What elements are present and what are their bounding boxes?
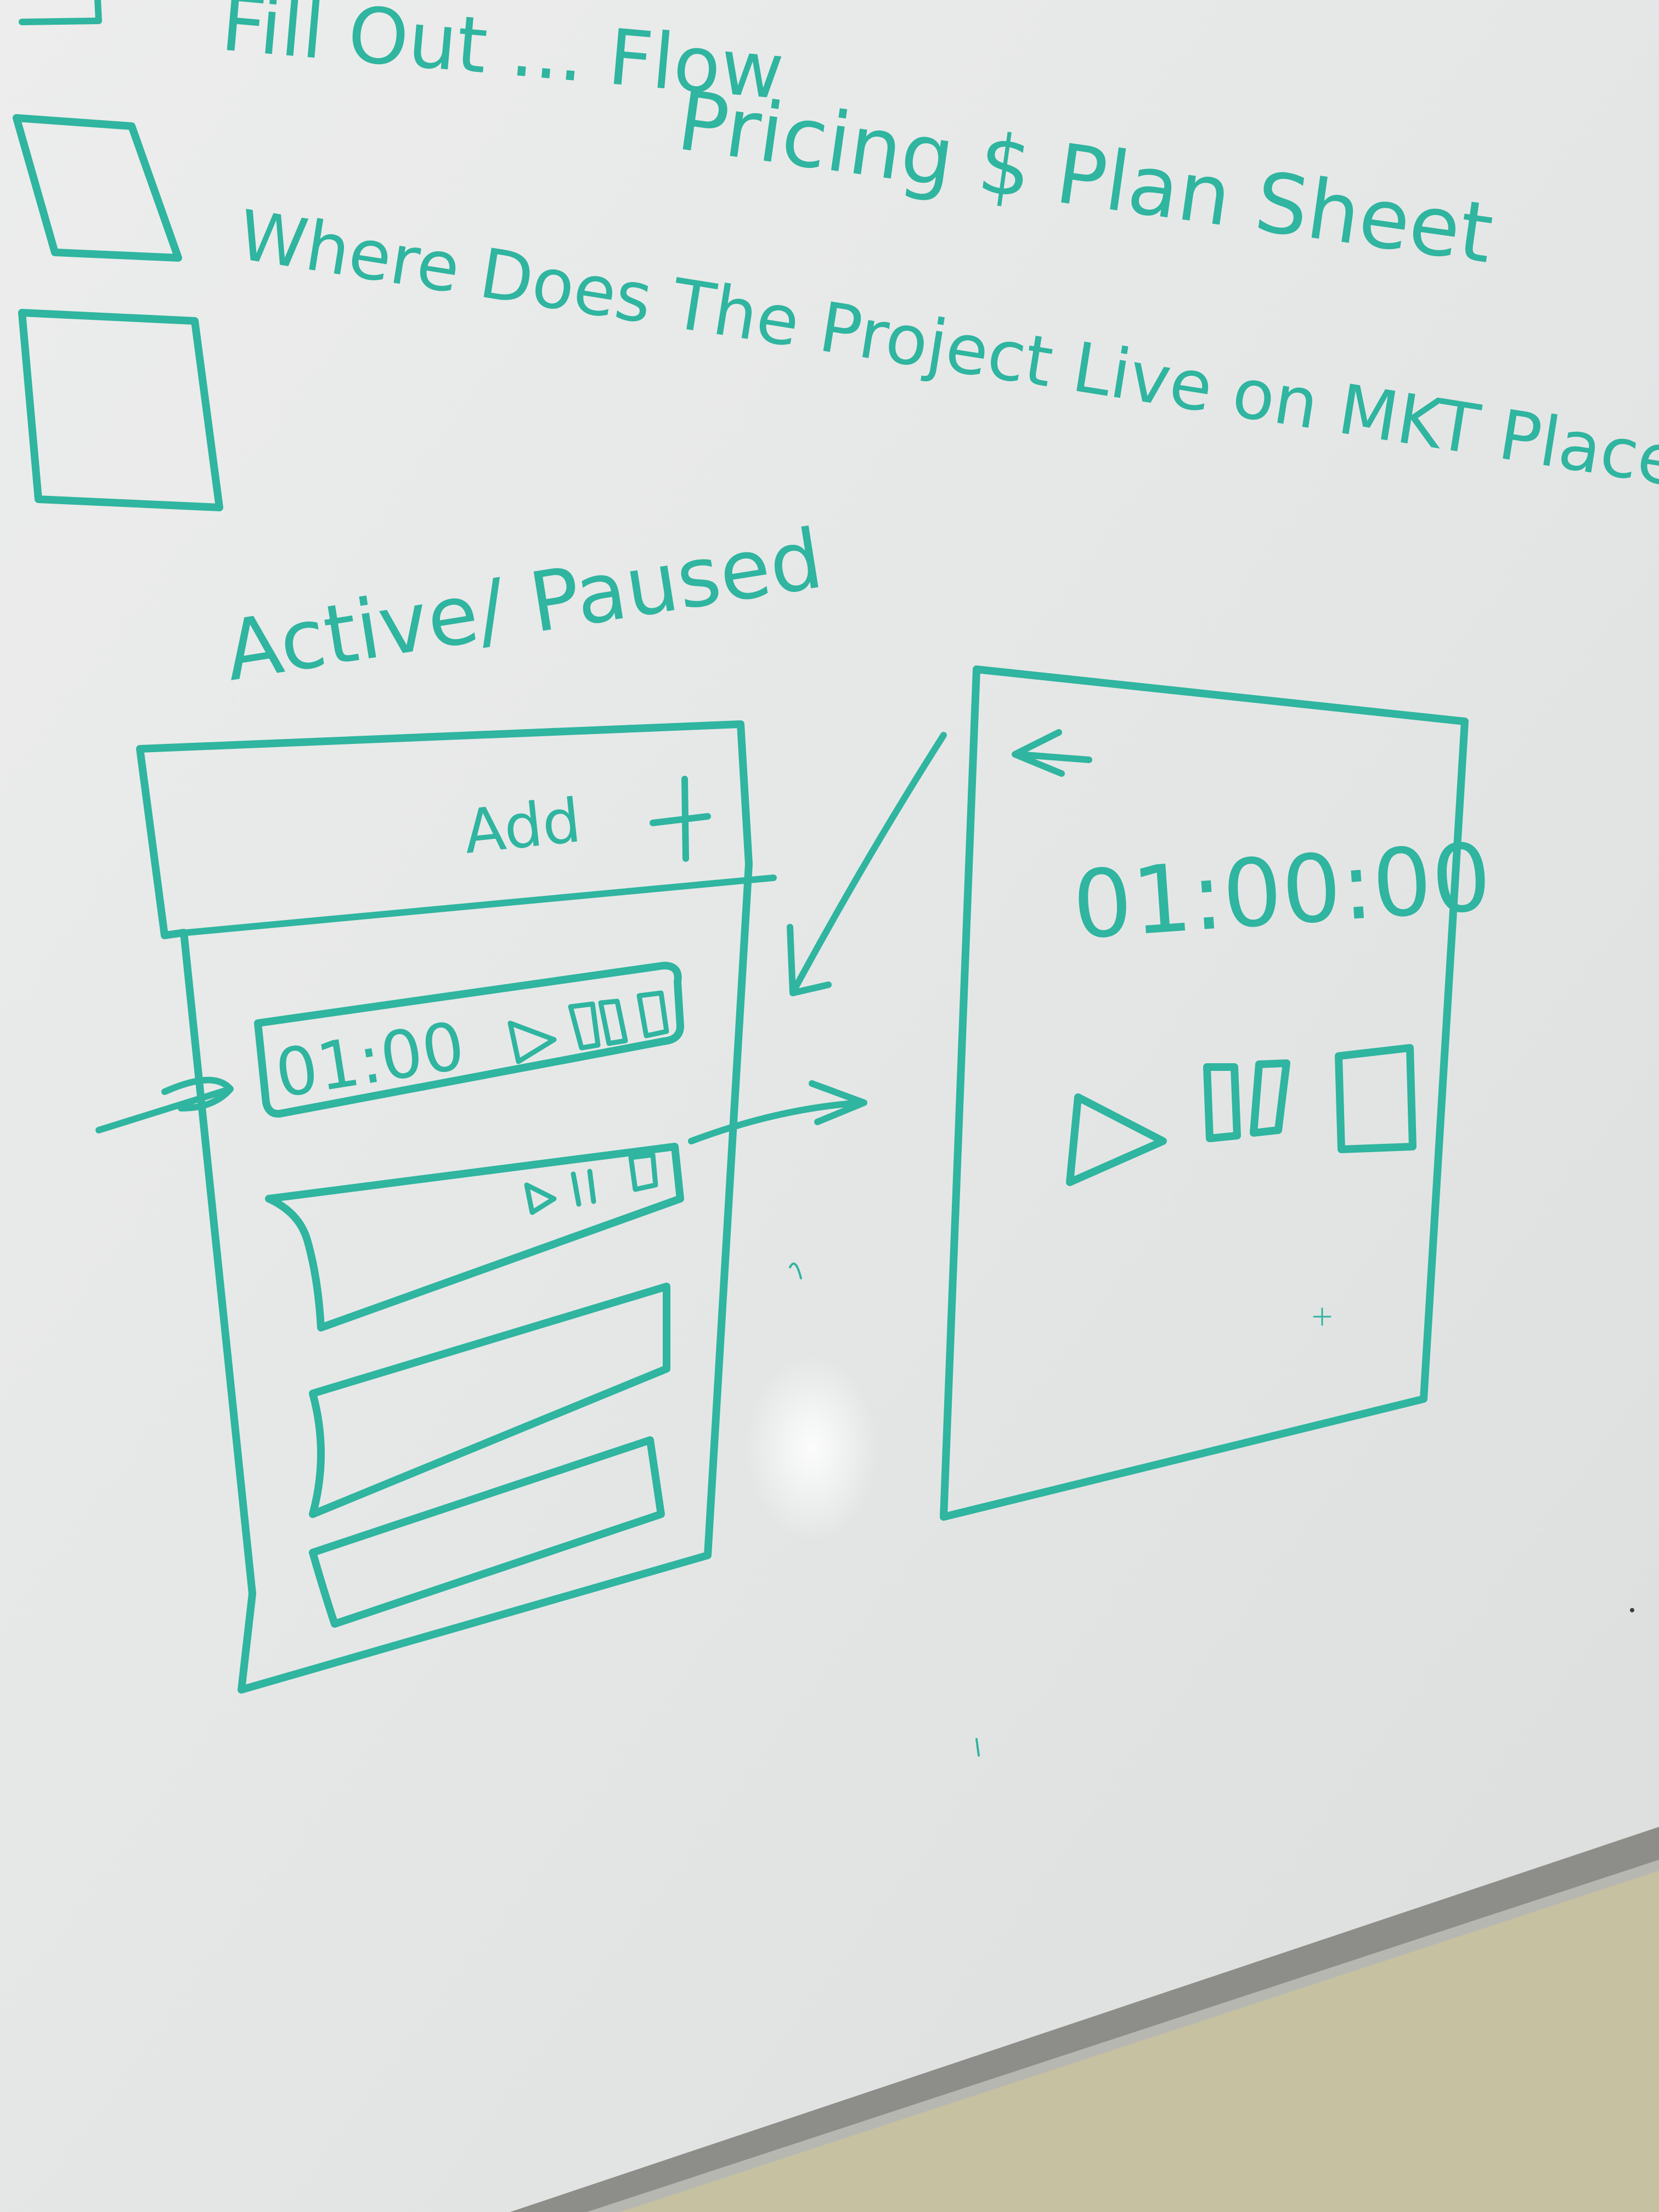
row2-pause-icon[interactable] [571,1169,596,1207]
back-arrow-icon[interactable] [1012,729,1092,777]
row-pause-icon[interactable] [568,998,628,1051]
detail-pause-icon[interactable] [1203,1059,1290,1142]
board-tray [510,1827,1659,2212]
row-stop-icon[interactable] [636,990,669,1039]
detail-play-icon[interactable] [1066,1093,1167,1186]
checkbox-2[interactable] [18,309,223,511]
list-row-2[interactable] [265,1143,684,1331]
marker-specks [789,1262,1634,1757]
checkbox-1[interactable] [13,114,182,262]
tray-highlight [587,1860,1659,2212]
add-button[interactable]: Add [460,776,711,867]
checklist [13,0,223,511]
list-row-4[interactable] [309,1436,665,1628]
selection-arrow [95,1076,234,1133]
row2-play-icon[interactable] [524,1182,557,1215]
nav-arrow-back [787,732,947,996]
light-glare [746,1355,878,1542]
row2-stop-icon[interactable] [628,1152,658,1192]
list-screen: Add 01:00 [95,720,777,1694]
list-row-3[interactable] [309,1283,670,1518]
row-play-icon[interactable] [507,1020,557,1064]
detail-stop-icon[interactable] [1335,1044,1417,1153]
add-label: Add [460,785,584,867]
plus-icon [650,776,711,862]
nav-arrow-to-detail [688,1080,867,1144]
